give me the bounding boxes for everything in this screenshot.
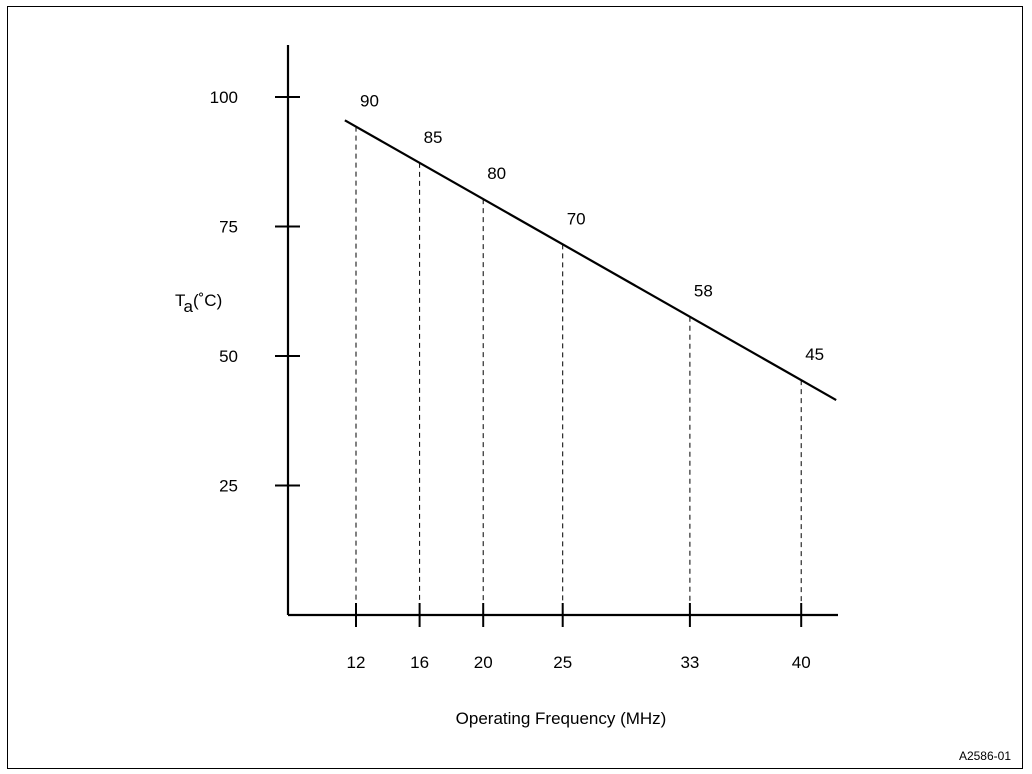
x-tick-labels: 12 16 20 25 33 40 (347, 653, 811, 672)
figure-frame (7, 6, 1023, 769)
point-label-12: 90 (360, 92, 379, 111)
x-tick-label-33: 33 (680, 653, 699, 672)
y-tick-label-75: 75 (219, 218, 238, 237)
y-axis-label-unit: (˚C) (193, 291, 222, 310)
x-tick-label-25: 25 (553, 653, 572, 672)
y-tick-labels: 25 50 75 100 (210, 88, 238, 496)
x-tick-label-40: 40 (792, 653, 811, 672)
x-tick-label-16: 16 (410, 653, 429, 672)
axes (275, 45, 838, 627)
point-label-16: 85 (424, 128, 443, 147)
y-tick-label-25: 25 (219, 477, 238, 496)
point-labels: 90 85 80 70 58 45 (360, 92, 824, 364)
point-label-20: 80 (487, 164, 506, 183)
y-axis-label-main: T (175, 291, 185, 310)
point-label-40: 45 (805, 345, 824, 364)
y-tick-label-50: 50 (219, 347, 238, 366)
y-axis-label-subscript: a (184, 297, 194, 316)
point-label-33: 58 (694, 282, 713, 301)
point-label-25: 70 (567, 209, 586, 228)
series-line (344, 119, 837, 401)
figure-id: A2586-01 (959, 749, 1011, 763)
y-tick-label-100: 100 (210, 88, 238, 107)
x-tick-label-20: 20 (474, 653, 493, 672)
x-tick-label-12: 12 (347, 653, 366, 672)
drop-lines (355, 126, 802, 615)
x-axis-label: Operating Frequency (MHz) (456, 709, 667, 728)
y-axis-label: Ta(˚C) (175, 291, 222, 316)
